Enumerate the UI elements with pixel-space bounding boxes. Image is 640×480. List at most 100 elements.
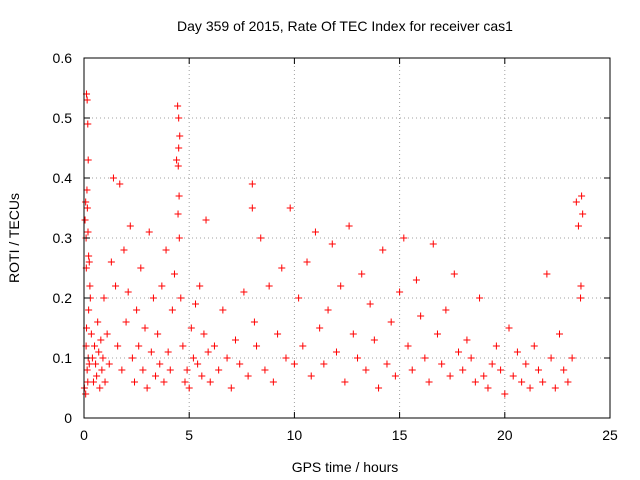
data-point	[174, 210, 182, 218]
x-tick-label: 15	[392, 427, 408, 443]
y-tick-label: 0.2	[53, 290, 73, 306]
data-point	[577, 282, 585, 290]
data-point	[175, 234, 183, 242]
x-axis-label: GPS time / hours	[292, 459, 399, 475]
data-point	[219, 306, 227, 314]
data-point	[379, 246, 387, 254]
data-point	[568, 354, 576, 362]
y-axis-ticks: 0 0.1 0.2 0.3 0.4 0.5 0.6	[53, 50, 610, 426]
data-point	[572, 198, 580, 206]
data-point	[261, 366, 269, 374]
x-tick-label: 5	[185, 427, 193, 443]
data-point	[341, 378, 349, 386]
data-point	[114, 342, 122, 350]
data-point	[82, 390, 90, 398]
data-point	[324, 306, 332, 314]
data-point	[85, 258, 93, 266]
data-point	[124, 288, 132, 296]
data-point	[290, 360, 298, 368]
data-point	[467, 354, 475, 362]
data-point	[187, 324, 195, 332]
x-tick-label: 0	[80, 427, 88, 443]
x-axis-ticks: 0 5 10 15 20 25	[80, 58, 618, 443]
data-point	[84, 228, 92, 236]
data-point	[145, 228, 153, 236]
data-point	[181, 378, 189, 386]
data-point	[105, 360, 113, 368]
data-point	[116, 180, 124, 188]
data-point	[505, 324, 513, 332]
data-point	[513, 348, 521, 356]
data-point	[84, 156, 92, 164]
data-point	[168, 306, 176, 314]
data-point	[579, 210, 587, 218]
data-point	[492, 342, 500, 350]
chart-title: Day 359 of 2015, Rate Of TEC Index for r…	[177, 18, 513, 34]
data-point	[421, 354, 429, 362]
data-point	[83, 186, 91, 194]
y-tick-label: 0.4	[53, 170, 73, 186]
data-point	[577, 294, 585, 302]
data-point	[286, 204, 294, 212]
data-point	[130, 378, 138, 386]
data-point	[107, 258, 115, 266]
data-point	[177, 294, 185, 302]
data-point	[227, 384, 235, 392]
data-point	[358, 270, 366, 278]
data-point	[93, 372, 101, 380]
data-point	[85, 252, 93, 260]
data-point	[240, 288, 248, 296]
data-point	[128, 354, 136, 362]
data-point	[349, 330, 357, 338]
x-tick-label: 20	[497, 427, 513, 443]
data-point	[179, 342, 187, 350]
data-point	[215, 366, 223, 374]
data-point	[158, 282, 166, 290]
data-point	[198, 372, 206, 380]
data-point	[83, 204, 91, 212]
data-point	[87, 330, 95, 338]
data-point	[556, 330, 564, 338]
data-point	[248, 204, 256, 212]
data-point	[282, 354, 290, 362]
data-point	[149, 294, 157, 302]
data-point	[295, 294, 303, 302]
data-point	[311, 228, 319, 236]
data-point	[539, 378, 547, 386]
data-point	[92, 360, 100, 368]
data-point	[100, 294, 108, 302]
data-point	[189, 354, 197, 362]
data-point	[362, 366, 370, 374]
data-point	[206, 378, 214, 386]
data-point	[303, 258, 311, 266]
data-point	[99, 354, 107, 362]
data-point	[85, 306, 93, 314]
data-point	[518, 378, 526, 386]
data-point	[551, 384, 559, 392]
data-point	[564, 378, 572, 386]
data-point	[185, 384, 193, 392]
data-point	[459, 366, 467, 374]
data-point	[488, 360, 496, 368]
data-point	[534, 366, 542, 374]
data-point	[147, 348, 155, 356]
y-tick-label: 0.3	[53, 230, 73, 246]
data-point	[109, 174, 117, 182]
data-point	[120, 246, 128, 254]
data-point	[547, 354, 555, 362]
data-point	[86, 282, 94, 290]
data-point	[337, 282, 345, 290]
data-point	[484, 384, 492, 392]
data-point	[118, 366, 126, 374]
data-point	[530, 342, 538, 350]
data-point	[253, 342, 261, 350]
data-point	[274, 330, 282, 338]
data-point	[175, 192, 183, 200]
data-point	[223, 354, 231, 362]
data-point	[103, 330, 111, 338]
data-point	[526, 384, 534, 392]
y-tick-label: 0	[64, 410, 72, 426]
data-point	[176, 132, 184, 140]
data-point	[82, 198, 90, 206]
